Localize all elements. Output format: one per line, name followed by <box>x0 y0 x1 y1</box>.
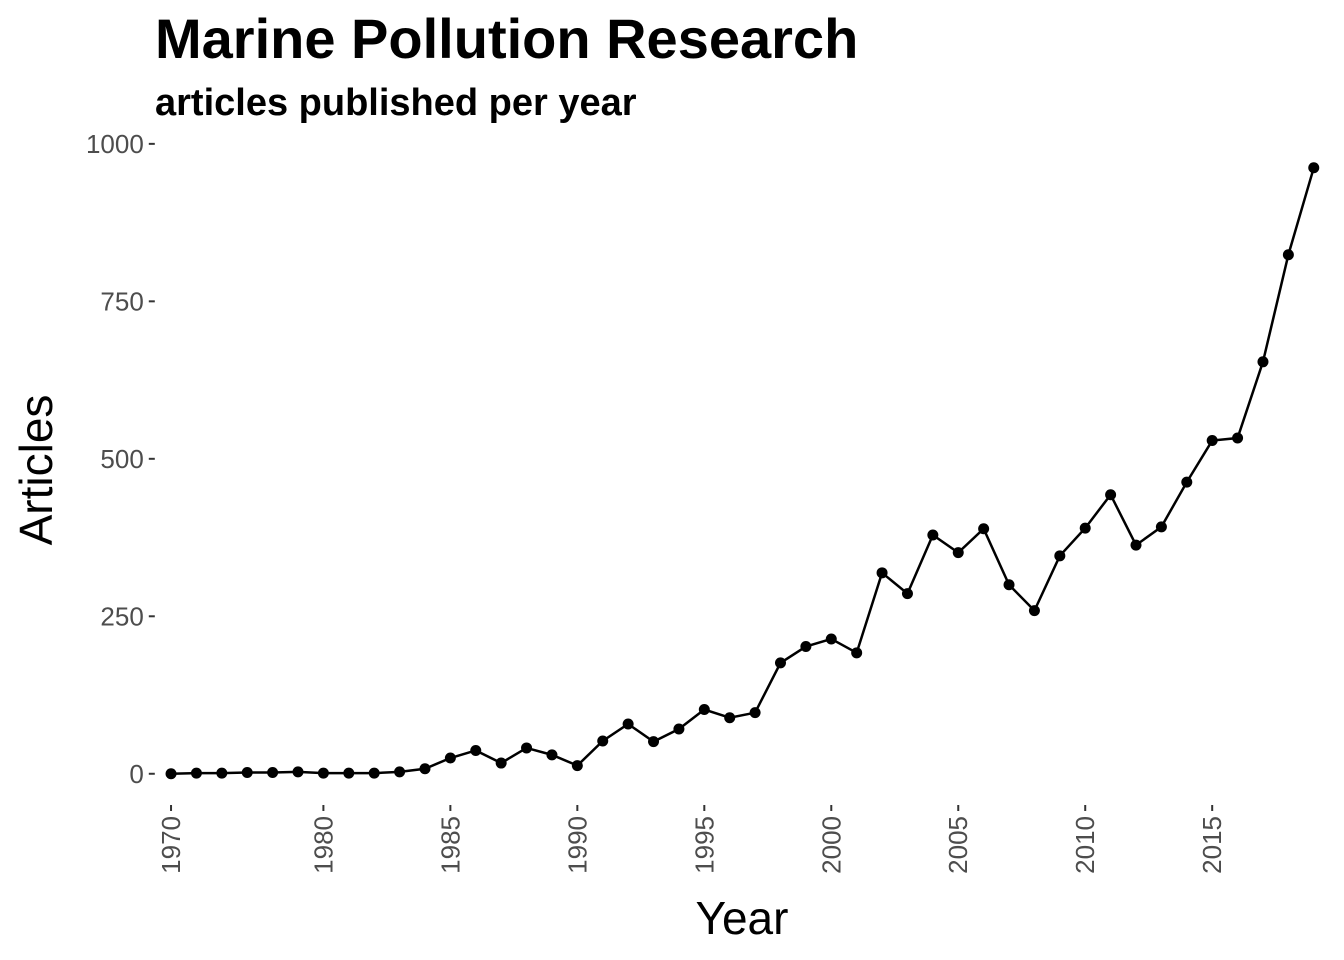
point <box>774 657 786 669</box>
x-tick-label: 2015 <box>1197 816 1227 874</box>
point <box>876 567 888 579</box>
point <box>521 742 533 754</box>
point <box>1181 476 1193 488</box>
point <box>952 547 964 559</box>
point <box>444 752 456 764</box>
x-tick-label: 2010 <box>1070 816 1100 874</box>
point <box>673 723 685 735</box>
point <box>749 707 761 719</box>
point <box>1206 435 1218 447</box>
point <box>419 763 431 775</box>
point <box>597 735 609 747</box>
point <box>1003 579 1015 591</box>
point <box>1105 489 1117 501</box>
point <box>165 768 177 780</box>
point <box>1155 521 1167 533</box>
point <box>800 641 812 653</box>
point <box>724 712 736 724</box>
x-tick-label: 2005 <box>943 816 973 874</box>
point <box>216 767 228 779</box>
point <box>1282 249 1294 261</box>
point <box>368 767 380 779</box>
point <box>1308 162 1320 174</box>
x-axis-title: Year <box>696 892 789 944</box>
y-tick-label: 500 <box>100 444 143 474</box>
point <box>927 529 939 541</box>
point <box>470 744 482 756</box>
point <box>1232 432 1244 444</box>
x-tick-label: 1970 <box>156 816 186 874</box>
point <box>851 647 863 659</box>
point <box>292 766 304 778</box>
point <box>1079 522 1091 534</box>
point <box>978 523 990 535</box>
point <box>622 718 634 730</box>
line <box>171 167 1315 776</box>
x-tick-label: 1980 <box>308 816 338 874</box>
point <box>267 767 279 779</box>
point <box>190 767 202 779</box>
y-axis-title: Articles <box>10 395 62 546</box>
point <box>394 766 406 778</box>
chart-subtitle: articles published per year <box>155 82 637 124</box>
point <box>698 704 710 716</box>
point <box>1028 605 1040 617</box>
point <box>1130 539 1142 551</box>
y-tick-label: 250 <box>100 601 143 631</box>
x-tick-label: 1990 <box>562 816 592 874</box>
point <box>343 767 355 779</box>
x-tick-label: 1985 <box>435 816 465 874</box>
point <box>241 767 253 779</box>
y-tick-label: 1000 <box>86 129 144 159</box>
chart-title: Marine Pollution Research <box>155 7 858 70</box>
point <box>901 588 913 600</box>
point <box>495 757 507 769</box>
x-tick-label: 2000 <box>816 816 846 874</box>
point <box>1257 356 1269 368</box>
point <box>648 736 660 748</box>
point <box>317 767 329 779</box>
y-tick-label: 750 <box>100 286 143 316</box>
point <box>1054 550 1066 562</box>
y-tick-label: 0 <box>129 759 143 789</box>
point <box>571 760 583 772</box>
point <box>546 749 558 761</box>
point <box>825 633 837 645</box>
x-tick-label: 1995 <box>689 816 719 874</box>
